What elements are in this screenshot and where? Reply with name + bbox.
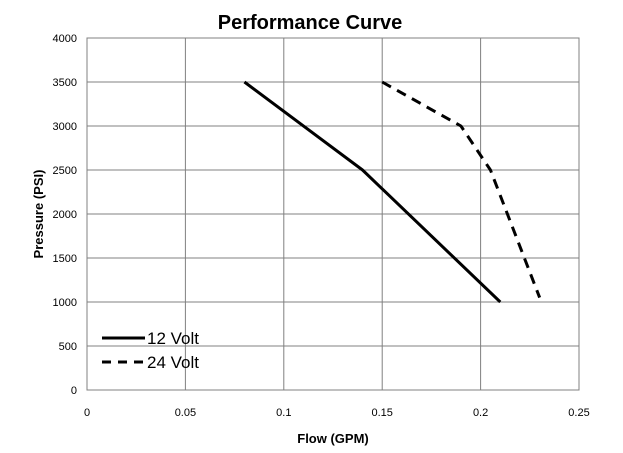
x-tick-label: 0.05 <box>175 407 196 419</box>
y-tick-label: 500 <box>59 341 77 353</box>
series-line-24-volt <box>381 80 542 299</box>
legend-label: 24 Volt <box>147 353 199 372</box>
y-tick-label: 1000 <box>53 297 77 309</box>
y-tick-label: 4000 <box>53 33 77 45</box>
y-tick-label: 2500 <box>53 165 77 177</box>
y-tick-label: 3000 <box>53 121 77 133</box>
y-axis-ticks: 0 500 1000 1500 2000 2500 3000 3500 4000 <box>53 33 77 397</box>
legend-label: 12 Volt <box>147 329 199 348</box>
series-line-12-volt <box>243 80 502 304</box>
grid-lines <box>86 37 580 391</box>
x-tick-label: 0.25 <box>568 407 589 419</box>
plot-border <box>86 37 580 391</box>
x-axis-title: Flow (GPM) <box>297 431 369 446</box>
y-tick-label: 3500 <box>53 77 77 89</box>
y-tick-label: 2000 <box>53 209 77 221</box>
x-tick-label: 0.15 <box>371 407 392 419</box>
legend: 12 Volt 24 Volt <box>102 329 199 372</box>
y-tick-label: 0 <box>71 385 77 397</box>
data-series <box>243 80 542 304</box>
chart-title: Performance Curve <box>218 12 403 34</box>
y-axis-title: Pressure (PSI) <box>31 170 46 259</box>
x-tick-label: 0.2 <box>473 407 488 419</box>
x-tick-label: 0.1 <box>276 407 291 419</box>
x-tick-label: 0 <box>84 407 90 419</box>
x-axis-ticks: 0 0.05 0.1 0.15 0.2 0.25 <box>84 407 590 419</box>
y-tick-label: 1500 <box>53 253 77 265</box>
